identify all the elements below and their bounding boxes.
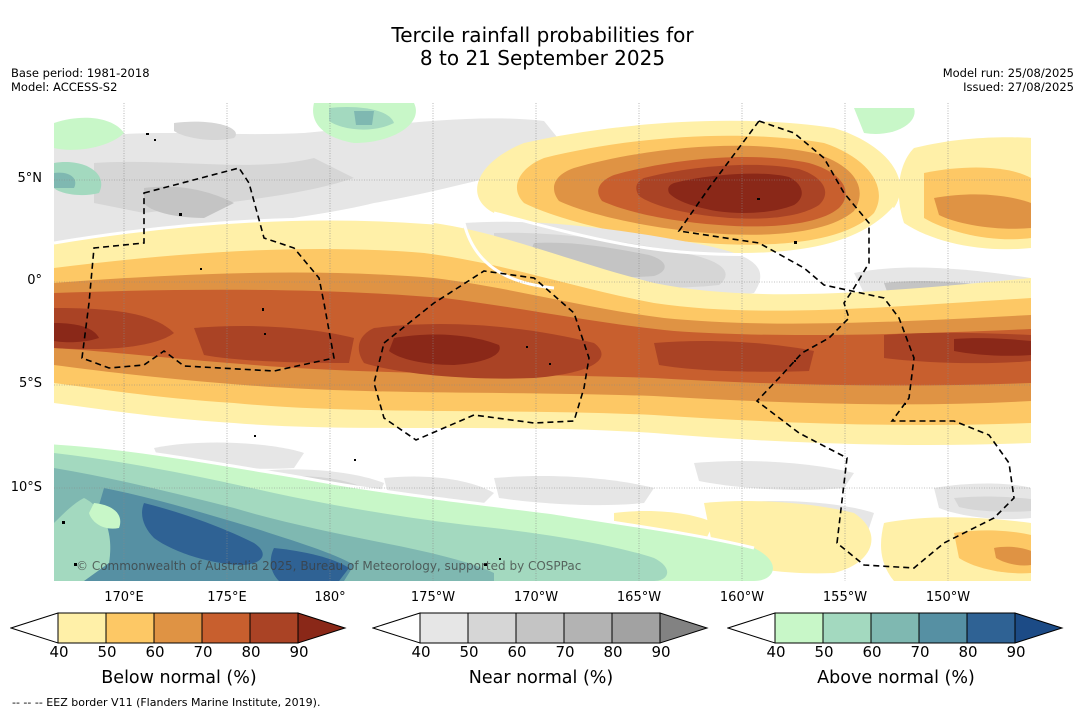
- cb-below-tick-60: 60: [145, 643, 165, 661]
- cb-below-bin-5: [249, 612, 299, 644]
- lon-label-175w: 175°W: [410, 590, 456, 605]
- cb-near-bin-1: [419, 612, 469, 644]
- cb-below-tick-50: 50: [97, 643, 117, 661]
- below-normal-equatorial-band: [54, 219, 1031, 445]
- eez-kiribati-line: [677, 120, 1015, 569]
- lat-label-0: 0°: [27, 273, 42, 288]
- cb-above-tick-90: 90: [1006, 643, 1026, 661]
- cb-above-bin-5: [966, 612, 1016, 644]
- cb-below-upper-extend: [297, 612, 347, 644]
- cb-near-bin-3: [515, 612, 565, 644]
- cb-above-tick-70: 70: [910, 643, 930, 661]
- island-markers: [62, 133, 906, 566]
- lon-label-165w: 165°W: [616, 590, 662, 605]
- cb-near-lower-extend: [372, 612, 421, 644]
- cb-above-tick-40: 40: [766, 643, 786, 661]
- lon-label-175e: 175°E: [207, 590, 247, 605]
- below-normal-north-band: [477, 120, 1031, 255]
- cb-above-bin-1: [774, 612, 824, 644]
- colorbar-below-normal: [10, 612, 347, 644]
- near-normal-north-region: [54, 118, 574, 248]
- colorbar-near-normal: [372, 612, 709, 644]
- lat-label-10s: 10°S: [10, 480, 42, 495]
- cb-near-tick-50: 50: [459, 643, 479, 661]
- cb-above-lower-extend: [727, 612, 776, 644]
- cb-near-tick-80: 80: [603, 643, 623, 661]
- cb-near-upper-extend: [659, 612, 709, 644]
- cb-below-tick-90: 90: [289, 643, 309, 661]
- cb-above-tick-50: 50: [814, 643, 834, 661]
- cb-below-tick-70: 70: [193, 643, 213, 661]
- cb-below-lower-extend: [10, 612, 59, 644]
- map-title-line2: 8 to 21 September 2025: [419, 46, 666, 70]
- cb-near-tick-60: 60: [507, 643, 527, 661]
- colorbar-above-title: Above normal (%): [817, 668, 975, 688]
- eez-footnote: -- -- -- EEZ border V11 (Flanders Marine…: [12, 696, 321, 709]
- eez-kiribati-phoenix: [373, 270, 590, 441]
- cb-near-bin-2: [467, 612, 517, 644]
- cb-near-tick-70: 70: [555, 643, 575, 661]
- colorbar-above-normal: [727, 612, 1064, 644]
- lon-label-170e: 170°E: [104, 590, 144, 605]
- cb-near-tick-40: 40: [411, 643, 431, 661]
- probability-map: © Commonwealth of Australia 2025, Bureau…: [54, 103, 1031, 581]
- graticule: [54, 103, 1031, 581]
- colorbar-below-title: Below normal (%): [101, 668, 257, 688]
- lon-label-150w: 150°W: [925, 590, 971, 605]
- cb-below-tick-40: 40: [49, 643, 69, 661]
- model-name: Model: ACCESS-S2: [11, 80, 118, 94]
- lon-label-170w: 170°W: [513, 590, 559, 605]
- cb-above-upper-extend: [1014, 612, 1064, 644]
- cb-above-tick-60: 60: [862, 643, 882, 661]
- cb-above-bin-4: [918, 612, 968, 644]
- above-normal-north-region: [54, 103, 915, 196]
- lon-label-155w: 155°W: [822, 590, 868, 605]
- cb-below-bin-1: [57, 612, 107, 644]
- lat-label-5n: 5°N: [17, 171, 43, 186]
- cb-near-bin-4: [563, 612, 613, 644]
- cb-below-bin-4: [201, 612, 251, 644]
- base-period: Base period: 1981-2018: [11, 66, 150, 80]
- cb-above-bin-3: [870, 612, 920, 644]
- eez-borders: [81, 120, 1015, 569]
- cb-above-tick-80: 80: [958, 643, 978, 661]
- model-run: Model run: 25/08/2025: [942, 66, 1074, 80]
- issued-date: Issued: 27/08/2025: [963, 80, 1074, 94]
- cb-near-tick-90: 90: [651, 643, 671, 661]
- above-normal-south-region: [54, 443, 773, 581]
- cb-near-bin-5: [611, 612, 661, 644]
- map-title-line1: Tercile rainfall probabilities for: [391, 23, 694, 47]
- lon-label-180: 180°: [314, 590, 346, 605]
- cb-below-bin-3: [153, 612, 203, 644]
- cb-below-bin-2: [105, 612, 155, 644]
- copyright-notice: © Commonwealth of Australia 2025, Bureau…: [76, 559, 582, 573]
- lat-label-5s: 5°S: [18, 376, 42, 391]
- eez-kiribati-gilbert: [81, 167, 335, 372]
- contour-outlines: [54, 207, 896, 550]
- lon-label-160w: 160°W: [719, 590, 765, 605]
- colorbar-near-title: Near normal (%): [468, 668, 614, 688]
- cb-above-bin-2: [822, 612, 872, 644]
- cb-below-tick-80: 80: [241, 643, 261, 661]
